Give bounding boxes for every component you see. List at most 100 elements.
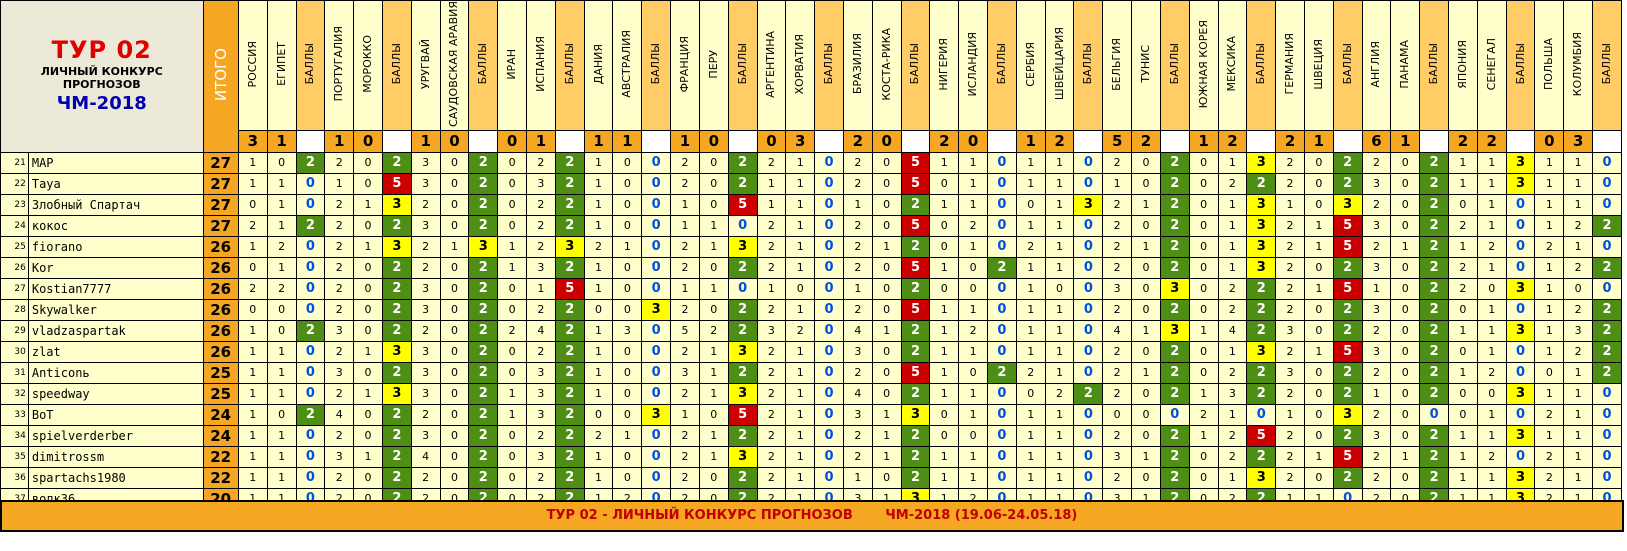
- prediction-points: 0: [1505, 193, 1536, 216]
- prediction-home: 2: [1361, 193, 1392, 216]
- prediction-home: 2: [670, 298, 700, 321]
- prediction-home: 2: [842, 172, 873, 195]
- prediction-points: 2: [727, 424, 758, 447]
- prediction-home: 1: [583, 445, 614, 468]
- prediction-points: 2: [468, 214, 499, 237]
- team-name: УРУГВАЙ: [418, 38, 432, 90]
- prediction-home: 2: [583, 424, 614, 447]
- prediction-away: 0: [871, 382, 902, 405]
- team-header-away: ШВЕЦИЯ: [1303, 0, 1334, 131]
- prediction-points: 0: [1246, 403, 1277, 426]
- prediction-away: 4: [526, 319, 556, 342]
- prediction-points: 2: [1159, 424, 1190, 447]
- result-points-blank: [900, 129, 931, 153]
- prediction-points: 0: [814, 361, 844, 384]
- prediction-points: 0: [1073, 361, 1104, 384]
- prediction-points: 2: [468, 382, 499, 405]
- prediction-away: 1: [698, 340, 729, 363]
- prediction-points: 0: [641, 466, 672, 489]
- prediction-home: 1: [1448, 151, 1478, 174]
- prediction-away: 0: [612, 151, 643, 174]
- prediction-away: 2: [1217, 277, 1248, 300]
- prediction-points: 0: [641, 214, 672, 237]
- prediction-away: 1: [1476, 424, 1507, 447]
- prediction-home: 1: [583, 151, 614, 174]
- prediction-away: 1: [266, 424, 297, 447]
- prediction-away: 1: [1563, 235, 1594, 258]
- prediction-home: 2: [670, 424, 700, 447]
- prediction-points: 0: [295, 193, 326, 216]
- prediction-points: 3: [1505, 319, 1536, 342]
- prediction-points: 0: [987, 172, 1017, 195]
- prediction-away: 2: [1217, 445, 1248, 468]
- participant-total: 27: [202, 214, 239, 237]
- prediction-points: 2: [468, 466, 499, 489]
- prediction-away: 2: [1044, 382, 1075, 405]
- team-name: ШВЕЙЦАРИЯ: [1052, 27, 1066, 101]
- match-result-score: 2: [842, 129, 873, 153]
- prediction-points: 2: [1419, 256, 1449, 279]
- result-points-blank: [814, 129, 844, 153]
- prediction-away: 2: [526, 235, 556, 258]
- prediction-home: 2: [1275, 172, 1305, 195]
- participant-total: 25: [202, 361, 239, 384]
- prediction-home: 0: [497, 172, 527, 195]
- participant-total: 27: [202, 172, 239, 195]
- team-header-away: КОСТА-РИКА: [871, 0, 902, 131]
- points-header: БАЛЛЫ: [727, 0, 758, 131]
- prediction-away: 1: [958, 298, 988, 321]
- prediction-away: 1: [871, 319, 902, 342]
- prediction-points: 3: [1505, 277, 1536, 300]
- prediction-home: 2: [756, 298, 787, 321]
- table-row: 34 spielverderber 24 1 1 0 2 0 2 3 0 2 0 2 2 2 1 0 2 1 2 2 1 0 2…: [0, 424, 1622, 447]
- prediction-away: 1: [1563, 151, 1594, 174]
- prediction-away: 0: [439, 466, 470, 489]
- prediction-points: 2: [1246, 298, 1277, 321]
- prediction-away: 1: [1217, 235, 1248, 258]
- row-number: 30: [0, 340, 29, 363]
- prediction-points: 0: [1073, 445, 1104, 468]
- prediction-points: 0: [987, 235, 1017, 258]
- prediction-home: 2: [842, 445, 873, 468]
- footer-right: ЧМ-2018 (19.06-24.05.18): [885, 508, 1078, 523]
- prediction-points: 2: [1159, 214, 1190, 237]
- prediction-away: 0: [1390, 193, 1421, 216]
- result-points-blank: [1073, 129, 1104, 153]
- prediction-points: 3: [381, 235, 412, 258]
- prediction-away: 0: [1131, 298, 1161, 321]
- prediction-points: 2: [1159, 172, 1190, 195]
- prediction-points: 2: [381, 298, 412, 321]
- prediction-home: 3: [1361, 214, 1392, 237]
- prediction-points: 5: [381, 172, 412, 195]
- match-result-score: 2: [1131, 129, 1161, 153]
- prediction-home: 1: [1015, 403, 1046, 426]
- prediction-points: 2: [1419, 424, 1449, 447]
- prediction-away: 2: [1563, 298, 1594, 321]
- footer-banner: ТУР 02 - ЛИЧНЫЙ КОНКУРС ПРОГНОЗОВ ЧМ-201…: [0, 500, 1624, 532]
- prediction-home: 3: [1361, 340, 1392, 363]
- prediction-points: 0: [814, 424, 844, 447]
- prediction-away: 0: [1390, 424, 1421, 447]
- prediction-away: 1: [353, 445, 383, 468]
- points-header: БАЛЛЫ: [1073, 0, 1104, 131]
- prediction-away: 0: [353, 151, 383, 174]
- prediction-away: 0: [1303, 298, 1334, 321]
- prediction-home: 0: [1188, 214, 1219, 237]
- prediction-home: 0: [497, 424, 527, 447]
- prediction-points: 2: [1332, 319, 1363, 342]
- prediction-home: 1: [1188, 319, 1219, 342]
- team-name: ИСПАНИЯ: [533, 36, 547, 92]
- result-points-blank: [1332, 129, 1363, 153]
- prediction-home: 1: [1102, 172, 1133, 195]
- prediction-points: 2: [900, 466, 931, 489]
- prediction-home: 2: [583, 235, 614, 258]
- team-header-home: ДАНИЯ: [583, 0, 614, 131]
- prediction-home: 1: [237, 361, 268, 384]
- result-points-blank: [1505, 129, 1536, 153]
- prediction-away: 0: [612, 277, 643, 300]
- contest-subtitle-2: ПРОГНОЗОВ: [62, 78, 141, 92]
- prediction-away: 0: [612, 340, 643, 363]
- prediction-away: 1: [698, 382, 729, 405]
- prediction-home: 3: [1361, 298, 1392, 321]
- prediction-points: 3: [381, 382, 412, 405]
